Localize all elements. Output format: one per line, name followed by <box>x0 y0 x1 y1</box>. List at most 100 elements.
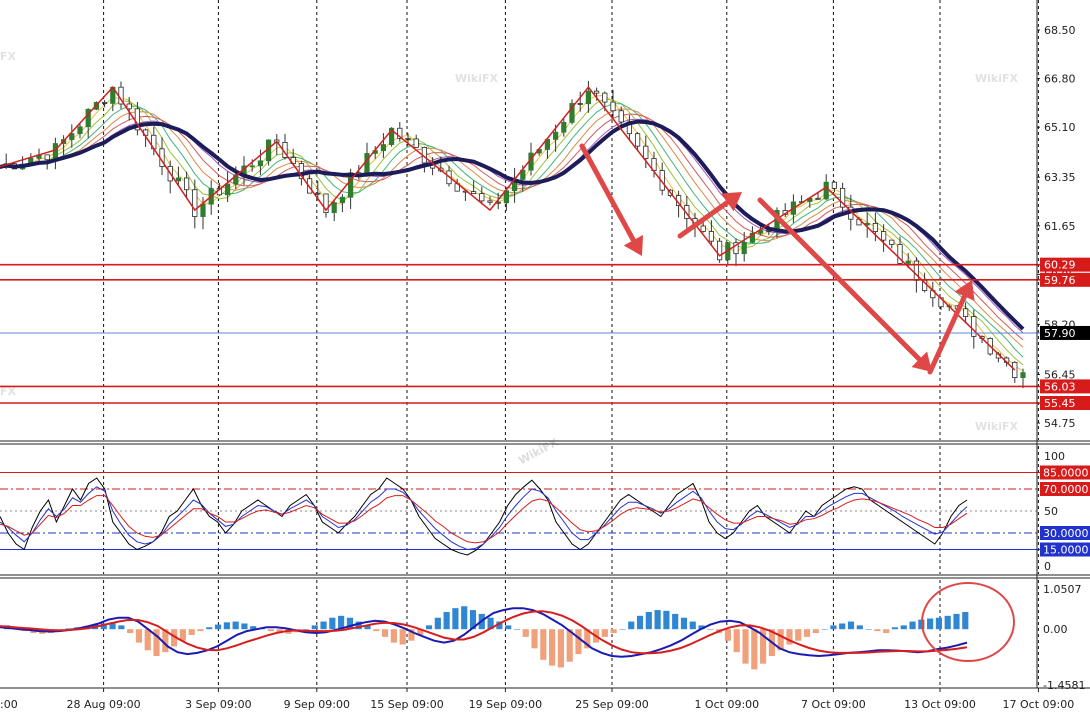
candle-body <box>258 161 262 166</box>
time-tick-label: 3 Sep 09:00 <box>185 698 251 711</box>
macd-histogram-bar <box>531 629 537 648</box>
macd-histogram-bar <box>611 629 617 633</box>
macd-histogram-bar <box>391 629 397 642</box>
macd-histogram-bar <box>303 629 309 630</box>
stoch-series-line <box>0 496 967 543</box>
macd-histogram-bar <box>373 629 379 631</box>
macd-histogram-bar <box>936 618 942 629</box>
watermark-small-text: WikiFX <box>455 72 499 85</box>
macd-histogram-bar <box>866 629 872 630</box>
time-tick-label: 13 Oct 09:00 <box>904 698 976 711</box>
macd-histogram-bar <box>857 625 863 629</box>
macd-histogram-bar <box>883 629 889 633</box>
macd-histogram-bar <box>637 616 643 629</box>
level-label: 55.45 <box>1044 397 1076 410</box>
candle-body <box>611 102 615 111</box>
macd-tick-label: 0.00 <box>1043 623 1068 636</box>
time-tick-label: 15 Sep 09:00 <box>370 698 443 711</box>
candle-body <box>701 226 705 232</box>
macd-histogram-bar <box>189 629 195 635</box>
candle-body <box>963 309 967 317</box>
candle-body <box>742 242 746 253</box>
candle-body <box>594 91 598 93</box>
candle-body <box>45 155 49 160</box>
level-label: 59.76 <box>1044 274 1076 287</box>
candle-body <box>250 166 254 167</box>
macd-histogram-bar <box>707 629 713 630</box>
macd-histogram-bar <box>320 622 326 630</box>
trend-arrow-shaft <box>930 296 965 372</box>
macd-histogram-bar <box>619 629 625 630</box>
candle-body <box>586 91 590 104</box>
macd-histogram-bar <box>435 618 441 629</box>
macd-histogram-bar <box>734 629 740 652</box>
candle-body <box>78 127 82 134</box>
macd-histogram-bar <box>874 629 880 631</box>
time-tick-label: 19 Sep 09:00 <box>469 698 542 711</box>
candle-body <box>414 139 418 147</box>
candle-body <box>644 146 648 158</box>
macd-histogram-bar <box>962 612 968 629</box>
macd-histogram-bar <box>822 629 828 630</box>
macd-histogram-bar <box>742 629 748 663</box>
candle-body <box>717 241 721 260</box>
time-tick-label: :00 <box>0 698 18 711</box>
macd-histogram-bar <box>646 612 652 629</box>
macd-histogram-bar <box>224 622 230 629</box>
macd-histogram-bar <box>953 614 959 629</box>
macd-histogram-bar <box>241 623 247 629</box>
candle-body <box>193 190 197 217</box>
watermark-text: WikiFX <box>516 435 561 467</box>
stoch-series-line <box>0 487 967 550</box>
price-panel: 68.5066.8065.1063.3561.6559.9558.2056.45… <box>0 0 1090 440</box>
candle-body <box>906 261 910 263</box>
candle-body <box>488 201 492 202</box>
candle-body <box>365 153 369 174</box>
time-tick-label: 25 Sep 09:00 <box>575 698 648 711</box>
macd-histogram-bar <box>197 629 203 631</box>
macd-histogram-bar <box>813 629 819 633</box>
candle-body <box>709 232 713 242</box>
candle-body <box>890 240 894 244</box>
macd-histogram-bar <box>945 616 951 629</box>
price-tick-label: 65.10 <box>1044 121 1076 134</box>
macd-histogram-bar <box>400 629 406 644</box>
stoch-tick-label: 0 <box>1044 560 1051 573</box>
candle-body <box>225 184 229 195</box>
macd-histogram-bar <box>927 618 933 629</box>
macd-histogram-bar <box>452 608 458 629</box>
time-tick-label: 7 Oct 09:00 <box>801 698 866 711</box>
candle-body <box>1021 373 1025 378</box>
price-tick-label: 54.75 <box>1044 417 1076 430</box>
macd-histogram-bar <box>830 625 836 629</box>
macd-histogram-bar <box>839 623 845 629</box>
macd-tick-label: 1.0507 <box>1043 583 1082 596</box>
macd-histogram-bar <box>505 625 511 629</box>
macd-histogram-bar <box>655 610 661 629</box>
macd-histogram-bar <box>444 612 450 629</box>
candle-body <box>127 104 131 109</box>
macd-histogram-bar <box>628 622 634 630</box>
macd-histogram-bar <box>540 629 546 660</box>
panel-frames <box>0 0 1090 688</box>
candle-body <box>635 134 639 146</box>
current-price-label: 57.90 <box>1044 327 1076 340</box>
macd-histogram-bar <box>514 629 520 630</box>
macd-histogram-bar <box>663 611 669 629</box>
macd-histogram-bar <box>725 629 731 640</box>
macd-histogram-bar <box>848 622 854 630</box>
trend-arrow-shaft <box>582 146 633 240</box>
zigzag-line <box>0 87 1015 370</box>
macd-histogram-bar <box>268 629 274 631</box>
macd-histogram-bar <box>136 629 142 642</box>
time-tick-label: 17 Oct 09:00 <box>1003 698 1075 711</box>
level-label: 56.03 <box>1044 380 1076 393</box>
macd-histogram-bar <box>145 629 151 650</box>
macd-histogram-bar <box>795 629 801 640</box>
candle-body <box>873 223 877 231</box>
level-label: 60.29 <box>1044 259 1076 272</box>
macd-histogram-bar <box>672 614 678 629</box>
